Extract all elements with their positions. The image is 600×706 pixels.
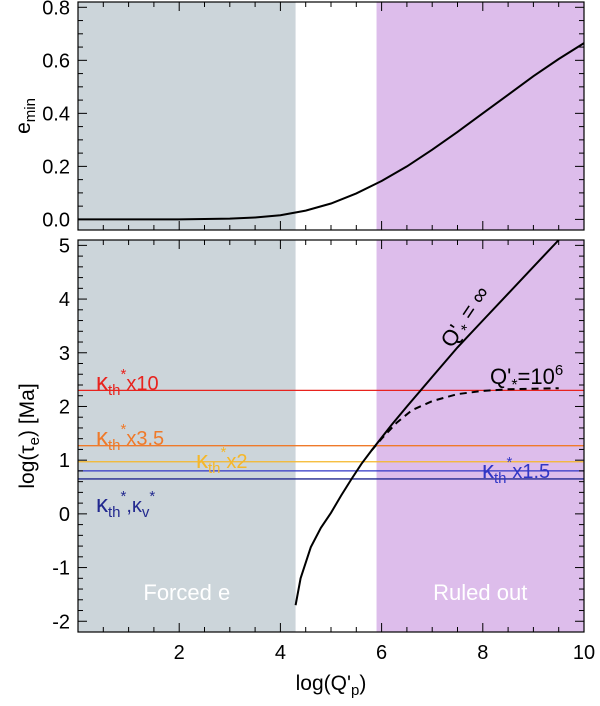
y-tick-label: 4	[59, 289, 70, 311]
kappa-symbol: κ	[96, 369, 109, 396]
series-label-rest: =10	[518, 364, 555, 389]
top-panel: 0.0 0.2 0.4 0.6 0.8 emin	[12, 0, 585, 231]
series-label-sub: *	[511, 377, 517, 394]
x-tick-label: 4	[275, 642, 286, 664]
x-axis-label-main: log(Q'	[296, 672, 351, 695]
region-label: Forced e	[143, 580, 230, 605]
y-tick-label: 0.8	[42, 0, 70, 19]
line-label: κth*x3.5	[96, 421, 164, 454]
y-axis-label-sub: e	[26, 437, 43, 445]
label-superscript: *	[121, 366, 127, 383]
y-axis-label: log(τe) [Ma]	[16, 383, 43, 488]
shaded-region	[78, 2, 296, 230]
y-tick-label: 2	[59, 396, 70, 418]
line-label: κth*,κv*	[96, 488, 155, 521]
series-line	[78, 42, 585, 221]
label-superscript: *	[121, 421, 127, 438]
label-rest: ,κ	[126, 495, 143, 517]
y-tick-label: 0.6	[42, 50, 70, 72]
y-tick-label: 1	[59, 450, 70, 472]
series-label-sup: 6	[555, 362, 563, 379]
kappa-symbol: κ	[96, 424, 109, 451]
kappa-symbol: κ	[96, 491, 109, 518]
label-subscript: th	[108, 437, 121, 454]
label-rest: x3.5	[126, 428, 164, 450]
series-label-main: Q'	[490, 364, 511, 389]
shaded-region	[376, 240, 584, 632]
x-axis-label-sub: p	[351, 682, 359, 699]
y-axis-label-sub: min	[22, 98, 39, 122]
series-line-dashed	[370, 387, 559, 452]
x-tick-label: 10	[573, 642, 595, 664]
y-tick-label: 0.4	[42, 103, 70, 125]
x-axis-label-end: )	[359, 672, 366, 695]
label-superscript: *	[121, 488, 127, 505]
y-axis-label-end: ) [Ma]	[16, 383, 39, 437]
y-tick-label: 0	[59, 504, 70, 526]
region-label: Ruled out	[433, 580, 527, 605]
kappa-symbol: κ	[482, 457, 495, 484]
label-superscript: *	[149, 488, 155, 505]
line-label: κth*x10	[96, 366, 159, 399]
bottom-panel: -2 -1 0 1 2 3 4 5 2 4 6 8 10 log(τe) [Ma] log(Q'p) Forc…	[16, 235, 595, 699]
label-rest: x1.5	[512, 461, 550, 483]
y-tick-label: 3	[59, 343, 70, 365]
line-label: κth*x1.5	[482, 454, 550, 487]
y-tick-label: -2	[52, 611, 70, 633]
y-tick-label: 0.2	[42, 156, 70, 178]
x-axis-label: log(Q'p)	[296, 672, 367, 699]
y-axis-label-main: e	[12, 122, 35, 134]
shaded-region	[78, 240, 296, 632]
label-subscript: th	[494, 470, 507, 487]
x-tick-label: 2	[174, 642, 185, 664]
series-label: Q'*=106	[490, 362, 563, 394]
kappa-symbol: κ	[196, 447, 209, 474]
y-tick-label: -1	[52, 558, 70, 580]
series-line	[294, 239, 560, 606]
y-axis-label-main: log(τ	[16, 445, 39, 489]
x-tick-label: 8	[477, 642, 488, 664]
line-label: κth*x2	[196, 444, 247, 477]
label-subscript: v	[142, 504, 150, 521]
y-tick-label: 0.0	[42, 209, 70, 231]
label-subscript: th	[108, 504, 121, 521]
label-superscript: *	[507, 454, 513, 471]
label-subscript: th	[108, 382, 121, 399]
label-superscript: *	[221, 444, 227, 461]
x-tick-label: 6	[376, 642, 387, 664]
label-rest: x10	[126, 373, 158, 395]
label-subscript: th	[208, 460, 221, 477]
y-axis-label: emin	[12, 98, 39, 134]
y-tick-label: 5	[59, 235, 70, 257]
label-rest: x2	[226, 451, 247, 473]
